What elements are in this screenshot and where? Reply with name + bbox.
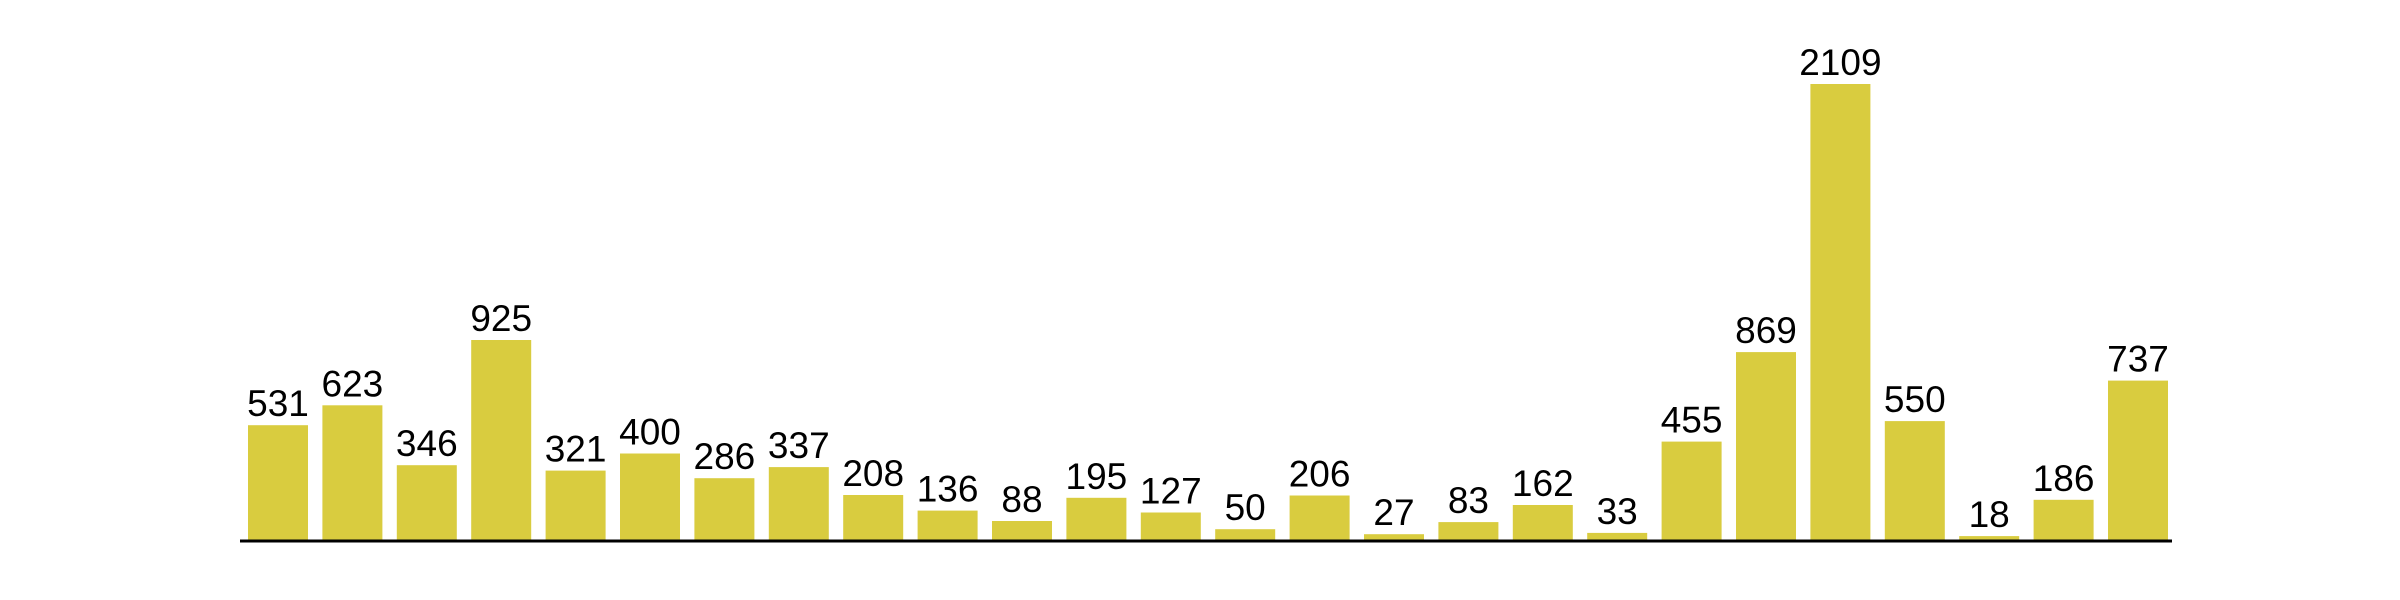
bars-group xyxy=(248,84,2168,540)
bar-24 xyxy=(1959,536,2020,540)
data-label-6: 400 xyxy=(619,412,681,453)
bar-7 xyxy=(694,478,755,540)
data-label-26: 737 xyxy=(2107,339,2169,380)
data-label-20: 455 xyxy=(1661,400,1723,441)
bar-4 xyxy=(471,340,532,540)
bar-17 xyxy=(1438,522,1499,540)
bar-10 xyxy=(917,510,978,540)
bar-14 xyxy=(1215,529,1276,540)
bar-6 xyxy=(620,453,680,540)
data-label-19: 33 xyxy=(1597,491,1638,532)
data-label-22: 2109 xyxy=(1799,42,1881,83)
data-labels-group: 531 623 346 925 321 400 286 337 208 136 88 195 127 50… xyxy=(247,42,2169,535)
bar-2 xyxy=(322,405,383,540)
bar-15 xyxy=(1289,495,1350,540)
data-label-11: 88 xyxy=(1001,479,1042,520)
data-label-2: 623 xyxy=(322,363,384,404)
bar-21 xyxy=(1736,352,1796,540)
data-label-18: 162 xyxy=(1512,463,1574,504)
bar-11 xyxy=(992,521,1052,540)
data-label-21: 869 xyxy=(1735,310,1797,351)
bar-23 xyxy=(1884,421,1945,540)
data-label-13: 127 xyxy=(1140,471,1202,512)
data-label-8: 337 xyxy=(768,425,830,466)
bar-13 xyxy=(1140,512,1201,540)
data-label-23: 550 xyxy=(1884,379,1946,420)
bar-1 xyxy=(248,425,308,540)
data-label-10: 136 xyxy=(917,469,979,510)
bar-9 xyxy=(843,495,904,540)
data-label-9: 208 xyxy=(842,453,904,494)
data-label-12: 195 xyxy=(1066,456,1128,497)
bar-3 xyxy=(396,465,457,540)
data-label-25: 186 xyxy=(2033,458,2095,499)
data-label-3: 346 xyxy=(396,423,458,464)
data-label-1: 531 xyxy=(247,383,309,424)
bar-12 xyxy=(1066,497,1127,540)
data-label-15: 206 xyxy=(1289,454,1351,495)
bar-25 xyxy=(2033,499,2094,540)
bar-26 xyxy=(2108,380,2168,540)
bar-18 xyxy=(1512,505,1573,540)
data-label-4: 925 xyxy=(470,298,532,339)
bar-22 xyxy=(1810,84,1871,540)
bar-5 xyxy=(545,470,606,540)
data-label-17: 83 xyxy=(1448,480,1489,521)
data-label-14: 50 xyxy=(1225,487,1266,528)
data-label-16: 27 xyxy=(1373,492,1414,533)
bar-20 xyxy=(1661,441,1722,540)
bar-16 xyxy=(1364,534,1424,540)
data-label-5: 321 xyxy=(545,429,607,470)
data-label-7: 286 xyxy=(694,436,756,477)
bar-19 xyxy=(1587,532,1648,540)
data-label-24: 18 xyxy=(1969,494,2010,535)
bar-8 xyxy=(768,467,829,540)
